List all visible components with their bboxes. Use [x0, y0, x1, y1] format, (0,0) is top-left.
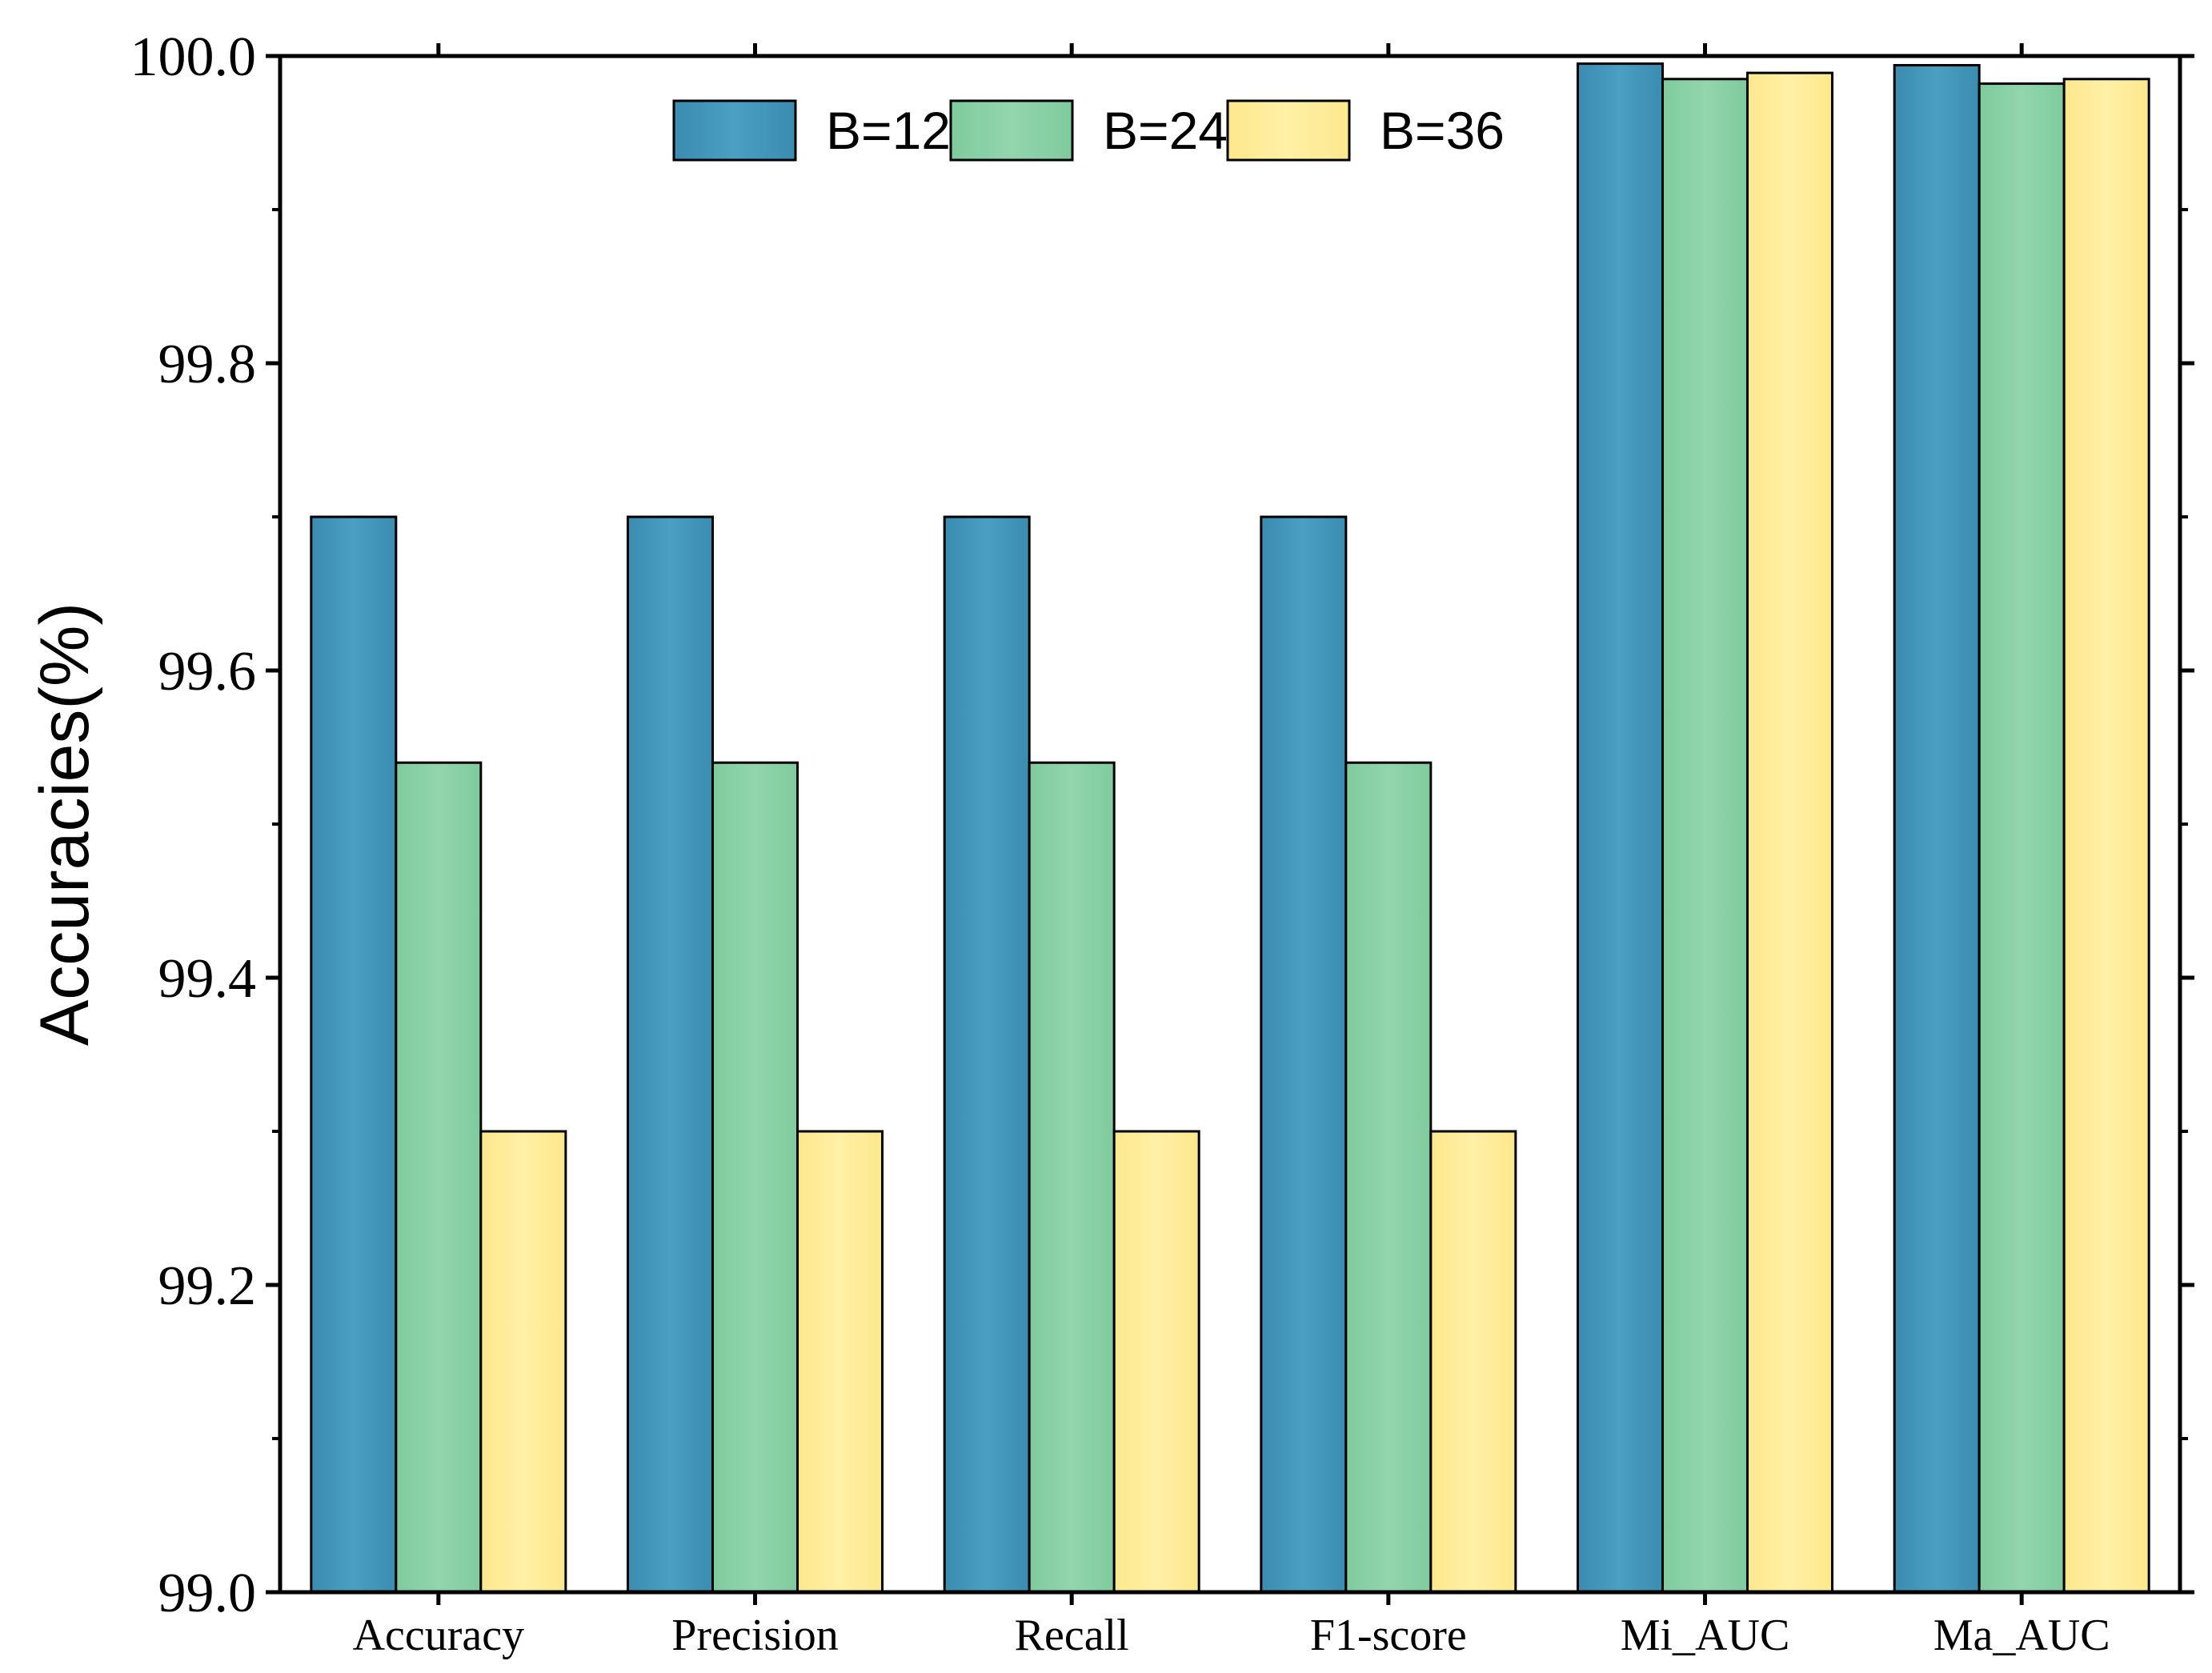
bar-b12-accuracy	[310, 515, 398, 1594]
bar-b12-ma-auc	[1893, 64, 1981, 1594]
labels-layer: Accuracies(%) 99.0 99.2 99.4 99.6 99.8 100.0 A…	[26, 26, 2110, 1660]
legend-label-b36: B=36	[1380, 101, 1505, 160]
y-tick-label: 99.2	[158, 1255, 257, 1317]
bar-b36-accuracy	[479, 1130, 567, 1594]
bar-b24-mi-auc	[1661, 78, 1749, 1594]
x-tick-label-ma-auc: Ma_AUC	[1933, 1611, 2110, 1660]
legend-swatch-b24	[949, 99, 1074, 162]
legend-swatch-b12	[672, 99, 797, 162]
bar-b36-ma-auc	[2062, 78, 2150, 1594]
bar-b24-precision	[711, 761, 799, 1594]
bar-b12-recall	[943, 515, 1031, 1594]
bars-layer	[310, 62, 2150, 1594]
bar-b36-precision	[796, 1130, 884, 1594]
legend-label-b12: B=12	[826, 101, 951, 160]
bar-b24-accuracy	[395, 761, 483, 1594]
bar-b12-precision	[627, 515, 714, 1594]
y-tick-label: 99.8	[158, 334, 257, 395]
bar-b12-mi-auc	[1577, 62, 1664, 1594]
bar-b24-recall	[1028, 761, 1116, 1594]
bar-b36-recall	[1112, 1130, 1200, 1594]
x-tick-label-accuracy: Accuracy	[353, 1611, 525, 1660]
x-tick-label-recall: Recall	[1015, 1611, 1129, 1660]
bar-b36-f1-score	[1429, 1130, 1517, 1594]
x-tick-label-precision: Precision	[671, 1611, 838, 1660]
bar-b24-f1-score	[1344, 761, 1433, 1594]
bar-b12-f1-score	[1260, 515, 1348, 1594]
legend-label-b24: B=24	[1103, 101, 1228, 160]
legend-swatch-b36	[1226, 99, 1351, 162]
y-tick-label: 100.0	[130, 26, 257, 88]
y-tick-label: 99.4	[158, 948, 257, 1010]
x-tick-label-mi-auc: Mi_AUC	[1621, 1611, 1790, 1660]
y-axis-title: Accuracies(%)	[26, 602, 103, 1046]
x-tick-label-f1-score: F1-score	[1310, 1611, 1467, 1660]
bar-b36-mi-auc	[1746, 71, 1833, 1594]
bar-b24-ma-auc	[1978, 82, 2066, 1594]
legend: B=12 B=24 B=36	[672, 99, 1505, 162]
y-tick-label: 99.0	[158, 1563, 257, 1624]
axes-layer	[266, 43, 2194, 1605]
y-tick-label: 99.6	[158, 641, 257, 702]
